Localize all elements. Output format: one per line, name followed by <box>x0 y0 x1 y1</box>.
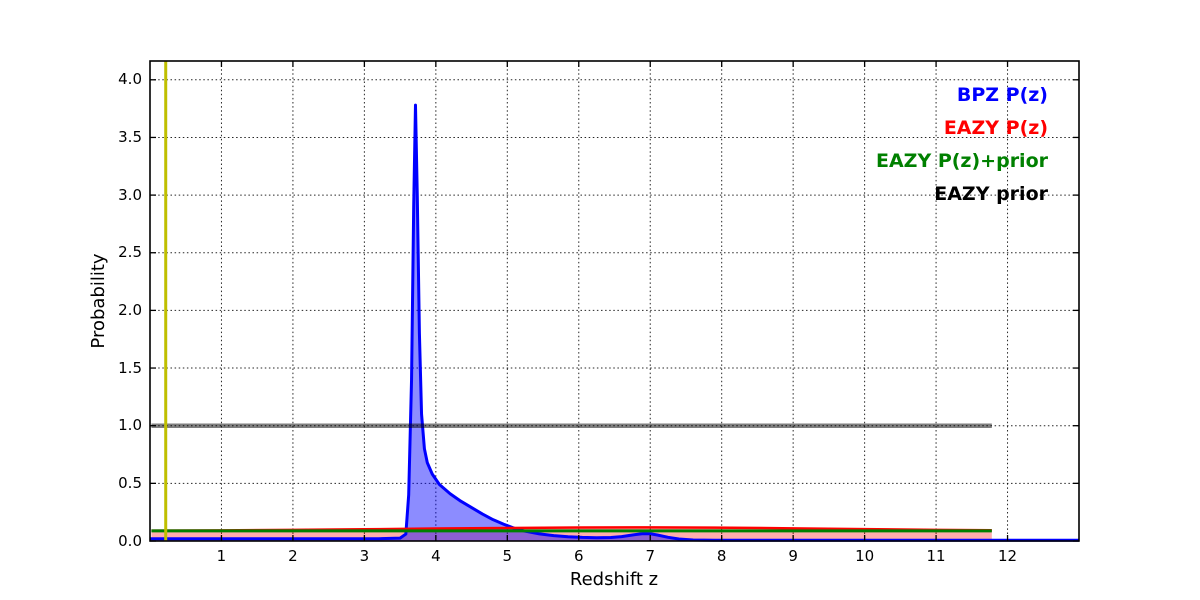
x-tick-label: 3 <box>359 547 370 565</box>
axes-border <box>149 60 1080 542</box>
legend-item-bpz-pz: BPZ P(z) <box>956 84 1048 106</box>
legend: BPZ P(z) EAZY P(z) EAZY P(z)+prior EAZY … <box>876 79 1048 211</box>
y-tick-label: 3.0 <box>118 185 142 204</box>
legend-item-eazy-prior: EAZY prior <box>934 183 1048 205</box>
x-tick-label: 6 <box>573 547 584 565</box>
x-tick-label: 5 <box>502 547 513 565</box>
series-line <box>150 103 1079 542</box>
y-tick-label: 0.0 <box>118 531 142 550</box>
x-tick-label: 1 <box>216 547 227 565</box>
x-tick-label: 12 <box>997 547 1018 565</box>
x-tick-label: 2 <box>288 547 298 565</box>
x-tick-label: 8 <box>716 547 727 565</box>
y-tick-label: 1.0 <box>118 416 142 435</box>
y-tick-label: 3.5 <box>118 127 142 146</box>
x-tick-label: 10 <box>855 547 875 565</box>
y-tick-label: 0.5 <box>118 473 142 492</box>
x-tick-label: 4 <box>431 547 441 565</box>
legend-item-eazy-pz: EAZY P(z) <box>943 117 1048 139</box>
x-tick-label: 11 <box>926 547 946 565</box>
x-tick-label: 9 <box>788 547 798 565</box>
x-tick-label: 7 <box>645 547 655 565</box>
y-tick-label: 1.5 <box>118 358 142 377</box>
y-tick-label: 4.0 <box>118 70 142 89</box>
x-axis-label: Redshift z <box>569 569 659 590</box>
y-tick-label: 2.0 <box>118 300 142 319</box>
legend-item-eazy-pz-prior: EAZY P(z)+prior <box>875 150 1048 172</box>
y-tick-label: 2.5 <box>118 243 142 262</box>
